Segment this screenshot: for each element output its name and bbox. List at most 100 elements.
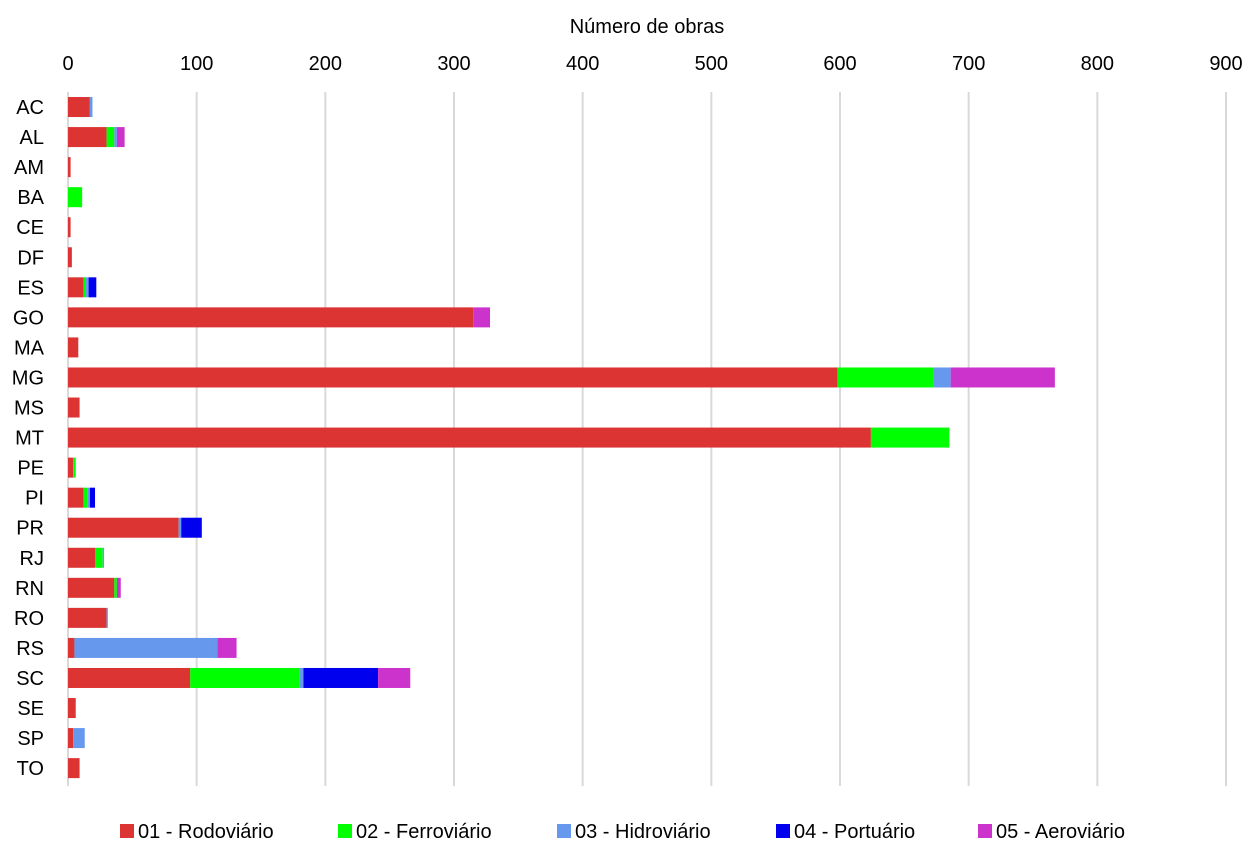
- x-tick-label: 700: [952, 53, 985, 75]
- x-tick-label: 300: [437, 53, 470, 75]
- bar-segment: [89, 487, 96, 508]
- bar-segment: [68, 337, 79, 358]
- bar-segment: [68, 427, 871, 448]
- bar-segment: [68, 457, 74, 478]
- bar-segment: [86, 277, 89, 298]
- bar-segment: [870, 427, 950, 448]
- y-tick-label: PR: [16, 518, 44, 540]
- bar-segment: [837, 367, 934, 388]
- y-tick-label: SC: [16, 668, 44, 690]
- bar-segment: [102, 547, 105, 568]
- bar-segment: [88, 277, 97, 298]
- x-tick-label: 400: [566, 53, 599, 75]
- bar-segment: [933, 367, 951, 388]
- bars: [68, 97, 1055, 779]
- x-tick-label: 600: [823, 53, 856, 75]
- bar-segment: [68, 397, 80, 418]
- y-tick-label: CE: [16, 217, 44, 239]
- bar-segment: [68, 247, 72, 268]
- bar-segment: [68, 127, 107, 148]
- y-tick-label: DF: [17, 247, 44, 269]
- bar-segment: [73, 457, 76, 478]
- x-axis-title: Número de obras: [570, 16, 725, 38]
- bar-segment: [87, 487, 90, 508]
- bar-segment: [181, 517, 202, 538]
- bar-segment: [74, 637, 218, 658]
- bar-segment: [303, 667, 379, 688]
- y-tick-label: SE: [17, 698, 44, 720]
- y-tick-label: RJ: [20, 548, 44, 570]
- x-tick-label: 900: [1209, 53, 1242, 75]
- bar-segment: [68, 187, 83, 208]
- bar-segment: [190, 667, 300, 688]
- bar-segment: [106, 127, 115, 148]
- x-tick-labels: 0 100 200 300 400 500 600 700 800 900: [62, 53, 1242, 75]
- bar-segment: [68, 607, 107, 628]
- x-tick-label: 200: [309, 53, 342, 75]
- x-tick-label: 0: [62, 53, 73, 75]
- bar-segment: [950, 367, 1055, 388]
- bar-segment: [114, 127, 117, 148]
- bar-segment: [83, 487, 88, 508]
- bar-segment: [68, 547, 96, 568]
- y-tick-label: SP: [17, 728, 44, 750]
- bar-segment: [68, 217, 71, 238]
- bar-segment: [68, 698, 76, 719]
- bar-segment: [73, 728, 85, 749]
- y-tick-label: MS: [14, 398, 44, 420]
- y-tick-label: TO: [17, 758, 44, 780]
- y-tick-label: AC: [16, 97, 44, 119]
- bar-segment: [378, 667, 411, 688]
- bar-segment: [68, 637, 75, 658]
- bar-segment: [68, 577, 115, 598]
- legend-label: 01 - Rodoviário: [138, 821, 274, 843]
- bar-segment: [116, 577, 121, 598]
- bar-segment: [68, 758, 80, 779]
- y-tick-label: GO: [13, 307, 44, 329]
- bar-segment: [68, 487, 84, 508]
- legend-swatch: [338, 824, 352, 838]
- legend-swatch: [978, 824, 992, 838]
- bar-segment: [68, 157, 71, 178]
- legend: 01 - Rodoviário 02 - Ferroviário 03 - Hidr…: [120, 821, 1125, 843]
- bar-segment: [89, 97, 93, 118]
- bar-segment: [95, 547, 103, 568]
- y-tick-labels: AC AL AM BA CE DF ES GO MA MG MS MT PE PI PR RJ RN RO RS SC…: [12, 97, 45, 780]
- y-tick-label: BA: [17, 187, 44, 209]
- bar-segment: [178, 517, 182, 538]
- y-tick-label: AM: [14, 157, 44, 179]
- legend-label: 02 - Ferroviário: [356, 821, 492, 843]
- legend-swatch: [776, 824, 790, 838]
- bar-segment: [68, 728, 74, 749]
- x-tick-label: 500: [695, 53, 728, 75]
- bar-segment: [116, 127, 125, 148]
- bar-segment: [114, 577, 117, 598]
- y-tick-label: PE: [17, 458, 44, 480]
- x-tick-label: 100: [180, 53, 213, 75]
- legend-swatch: [120, 824, 134, 838]
- y-tick-label: MA: [14, 337, 45, 359]
- legend-label: 05 - Aeroviário: [996, 821, 1125, 843]
- y-tick-label: AL: [20, 127, 44, 149]
- legend-label: 03 - Hidroviário: [575, 821, 711, 843]
- y-tick-label: RS: [16, 638, 44, 660]
- bar-segment: [68, 517, 179, 538]
- y-tick-label: RO: [14, 608, 44, 630]
- y-tick-label: MT: [15, 428, 44, 450]
- bar-segment: [68, 277, 84, 298]
- y-tick-label: ES: [17, 277, 44, 299]
- bar-segment: [68, 667, 191, 688]
- bar-segment: [68, 307, 474, 328]
- bar-segment: [83, 277, 87, 298]
- bar-segment: [217, 637, 237, 658]
- legend-label: 04 - Portuário: [794, 821, 915, 843]
- bar-segment: [68, 367, 838, 388]
- bar-segment: [299, 667, 304, 688]
- legend-swatch: [557, 824, 571, 838]
- bar-segment: [473, 307, 491, 328]
- x-tick-label: 800: [1081, 53, 1114, 75]
- bar-segment: [106, 607, 108, 628]
- y-tick-label: RN: [15, 578, 44, 600]
- y-tick-label: PI: [25, 488, 44, 510]
